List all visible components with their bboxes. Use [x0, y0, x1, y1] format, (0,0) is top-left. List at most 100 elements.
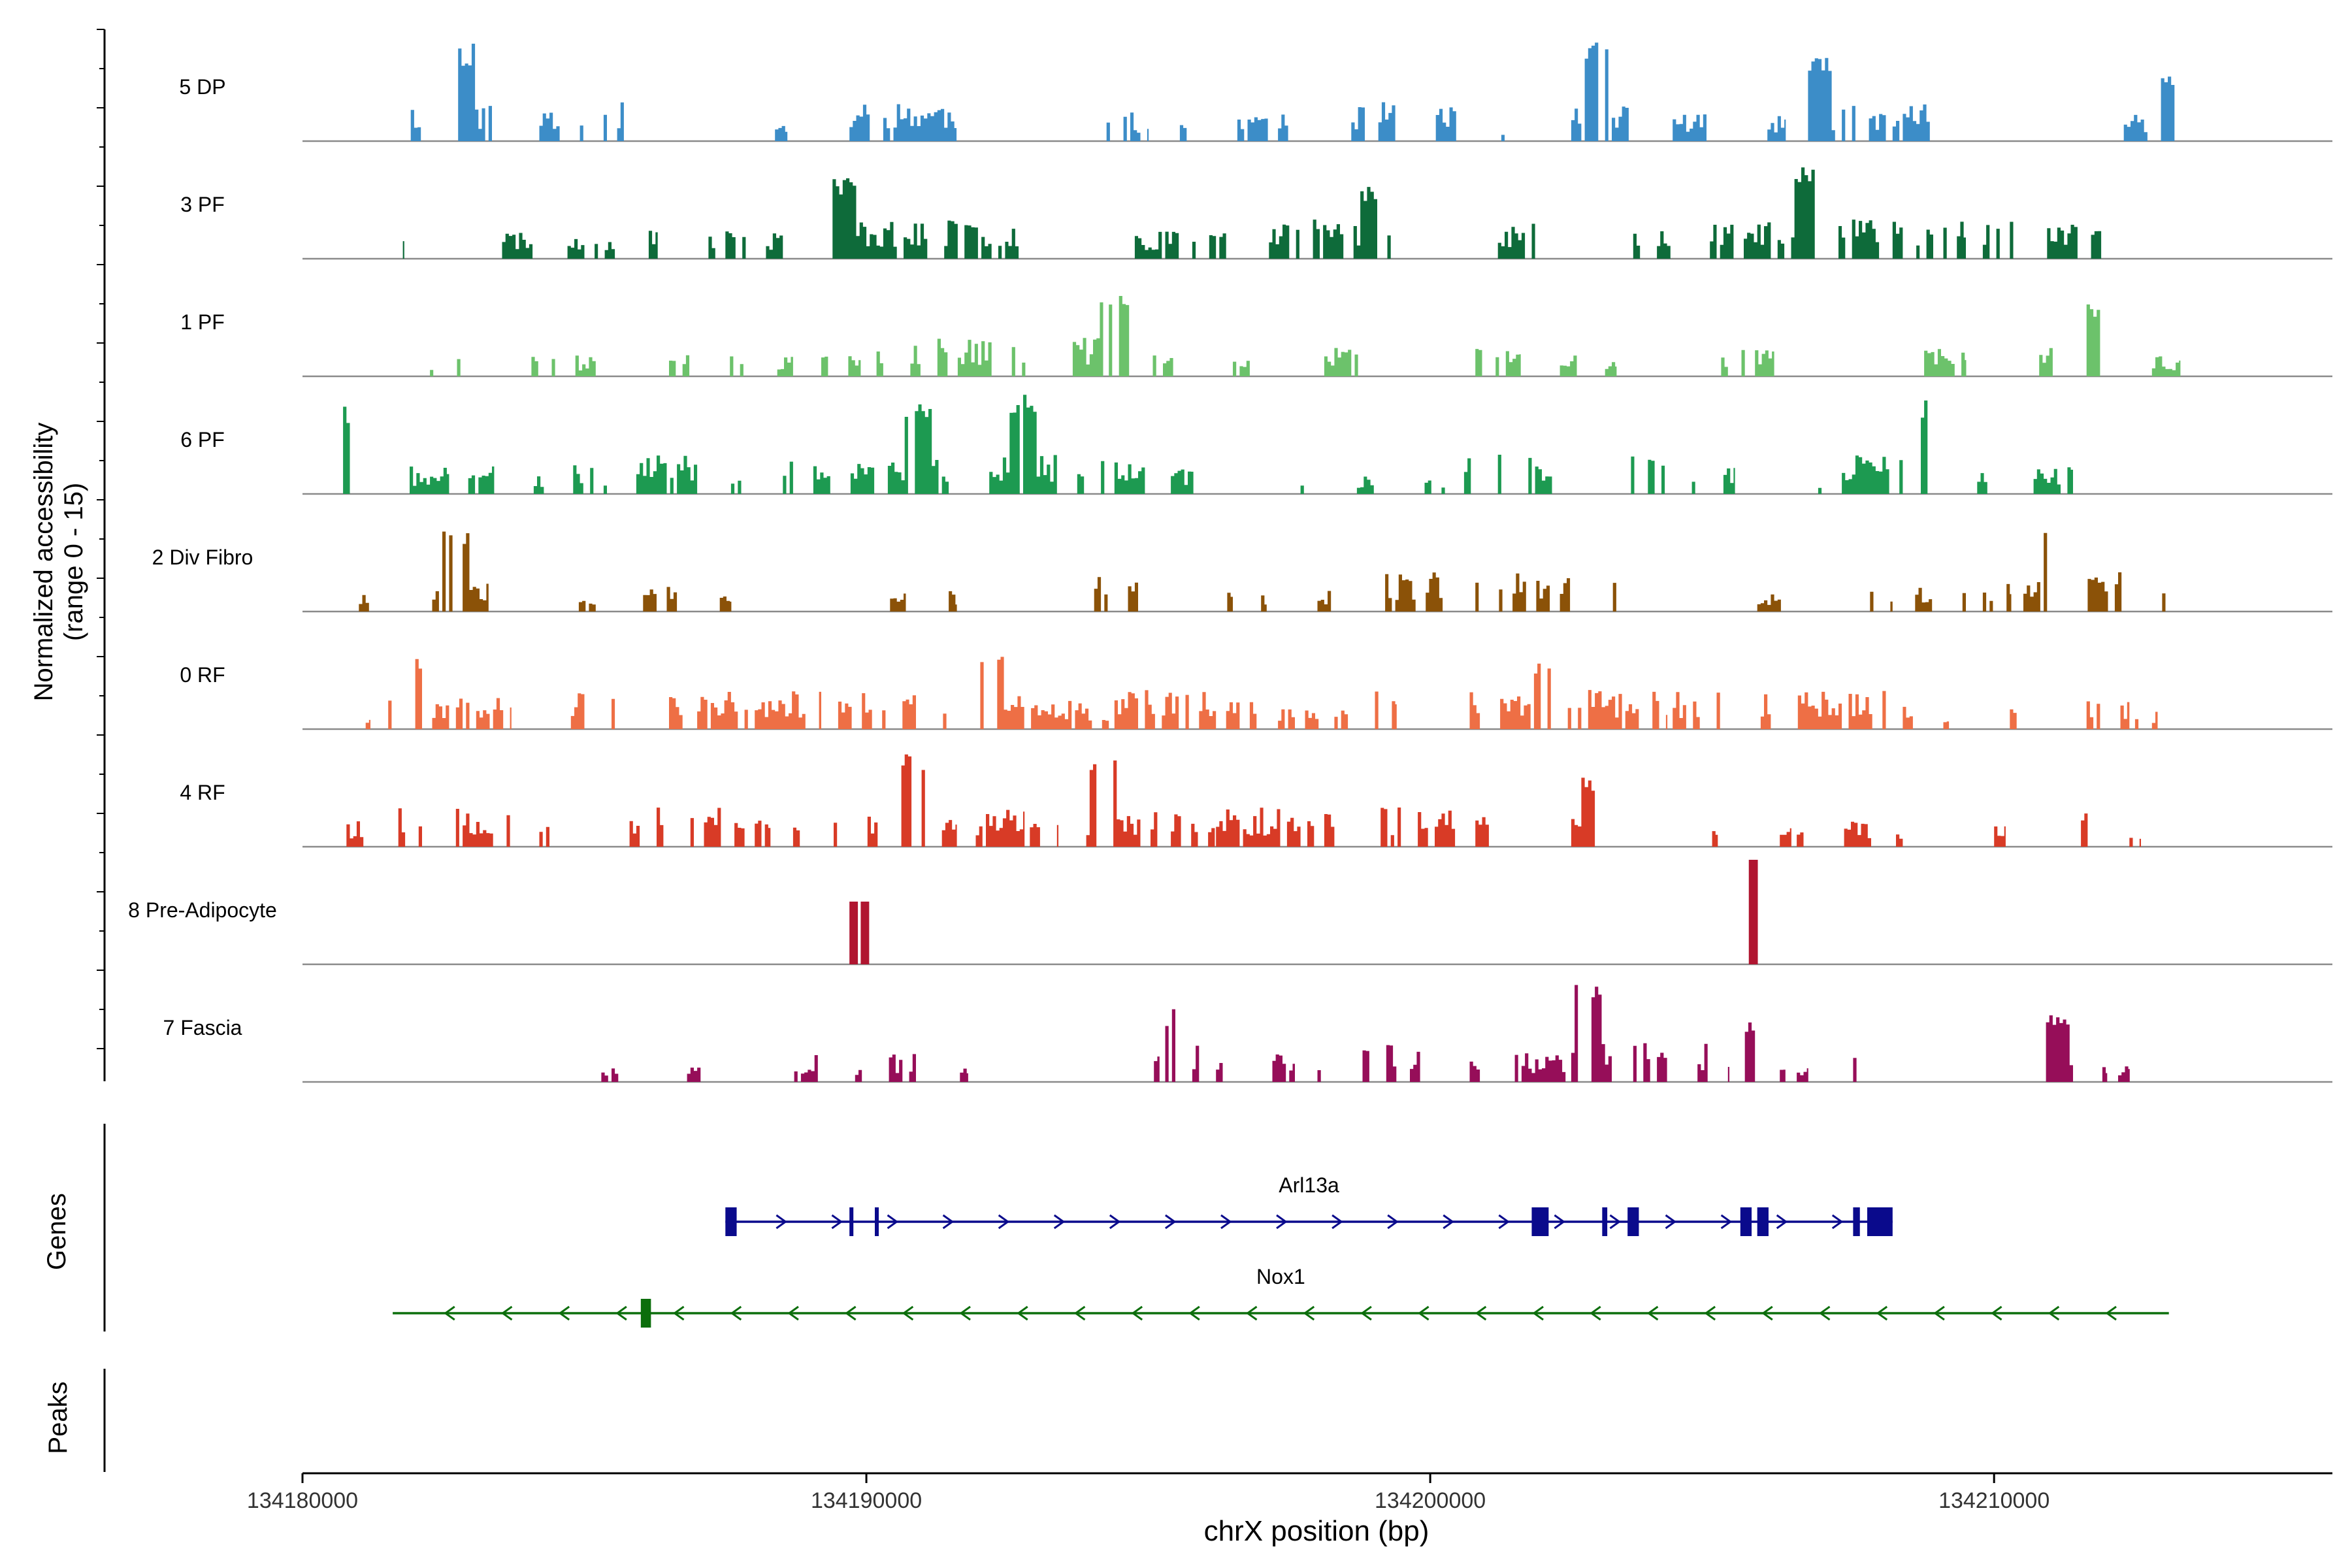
track-label: 5 DP: [179, 75, 225, 99]
gene-name-label: Nox1: [1256, 1265, 1305, 1288]
gene-strand-arrow: [1876, 1305, 1888, 1321]
gene-strand-arrow: [2048, 1305, 2060, 1321]
track-7: 4 RF: [180, 754, 2332, 848]
gene-strand-arrow: [1933, 1305, 1945, 1321]
track-label: 0 RF: [180, 663, 225, 687]
track-4: 6 PF: [180, 395, 2332, 495]
peaks-panel-label: Peaks: [44, 1381, 73, 1454]
gene-strand-arrow: [1188, 1305, 1200, 1321]
coverage-bars: [430, 296, 2181, 376]
gene-strand-arrow: [1017, 1305, 1028, 1321]
gene-exon: [1867, 1207, 1893, 1236]
coverage-bars: [359, 531, 2166, 612]
gene-exon: [725, 1207, 737, 1236]
coverage-bars: [346, 754, 2141, 847]
track-label: 4 RF: [180, 781, 225, 804]
gene-strand-arrow: [1331, 1214, 1343, 1230]
gene-strand-arrow: [615, 1305, 627, 1321]
x-axis-tick-label: 134200000: [1375, 1488, 1486, 1513]
gene-strand-arrow: [1443, 1214, 1454, 1230]
gene-strand-arrow: [1665, 1214, 1677, 1230]
gene-strand-arrow: [1418, 1305, 1429, 1321]
gene-strand-arrow: [500, 1305, 513, 1321]
coverage-spike: [860, 902, 870, 964]
y-axis-title: Normalized accessibility (range 0 - 15): [29, 423, 88, 702]
gene-name-label: Arl13a: [1279, 1173, 1339, 1197]
gene-nox1: Nox1: [393, 1265, 2169, 1328]
gene-exon: [1627, 1207, 1639, 1236]
gene-arl13a: Arl13a: [725, 1173, 1893, 1236]
y-axis-title-line-2: (range 0 - 15): [59, 483, 88, 641]
gene-strand-arrow: [902, 1305, 914, 1321]
gene-strand-arrow: [672, 1305, 685, 1321]
gene-strand-arrow: [1609, 1214, 1622, 1230]
gene-strand-arrow: [1532, 1305, 1544, 1321]
gene-strand-arrow: [1498, 1214, 1510, 1230]
gene-strand-arrow: [1245, 1305, 1258, 1321]
track-label: 8 Pre-Adipocyte: [128, 898, 277, 922]
gene-strand-arrow: [1704, 1305, 1716, 1321]
gene-strand-arrow: [831, 1214, 843, 1230]
track-label: 1 PF: [180, 310, 225, 334]
gene-strand-arrow: [887, 1214, 899, 1230]
gene-strand-arrow: [1165, 1214, 1177, 1230]
gene-strand-arrow: [1554, 1214, 1565, 1230]
track-6: 0 RF: [180, 657, 2332, 730]
gene-exon: [1602, 1207, 1608, 1236]
coverage-bars: [343, 395, 2073, 494]
gene-annotation-panel: Arl13a Nox1: [393, 1173, 2169, 1328]
gene-strand-arrow: [1761, 1305, 1773, 1321]
track-label: 2 Div Fibro: [152, 546, 253, 569]
track-5: 2 Div Fibro: [152, 531, 2332, 613]
track-9: 7 Fascia: [163, 985, 2332, 1083]
gene-strand-arrow: [2105, 1305, 2117, 1321]
gene-strand-arrow: [787, 1305, 799, 1321]
gene-strand-arrow: [1831, 1214, 1844, 1230]
gene-strand-arrow: [1220, 1214, 1232, 1230]
gene-strand-arrow: [1073, 1305, 1086, 1321]
gene-strand-arrow: [998, 1214, 1010, 1230]
track-1: 5 DP: [179, 42, 2332, 142]
y-axis-title-line-1: Normalized accessibility: [29, 423, 58, 702]
gene-strand-arrow: [1131, 1305, 1143, 1321]
x-axis-ticks: 134180000 134190000 134200000 134210000: [247, 1473, 2050, 1513]
gene-strand-arrow: [444, 1305, 455, 1321]
coverage-bars: [410, 42, 2175, 141]
track-8: 8 Pre-Adipocyte: [128, 860, 2332, 966]
gene-strand-arrow: [1303, 1305, 1315, 1321]
gene-strand-arrow: [1109, 1214, 1121, 1230]
x-axis-tick-label: 134210000: [1938, 1488, 2050, 1513]
gene-exon: [849, 1207, 854, 1236]
gene-strand-arrow: [1475, 1305, 1487, 1321]
track-label: 7 Fascia: [163, 1016, 242, 1039]
gene-exon: [875, 1207, 879, 1236]
coverage-bars: [365, 657, 2158, 729]
genes-panel-label: Genes: [42, 1193, 71, 1270]
gene-strand-arrow: [1646, 1305, 1659, 1321]
gene-strand-arrow: [1360, 1305, 1372, 1321]
gene-strand-arrow: [1818, 1305, 1831, 1321]
gene-strand-arrow: [1720, 1214, 1733, 1230]
gene-strand-arrow: [1053, 1214, 1066, 1230]
gene-exon: [1853, 1207, 1860, 1236]
gene-strand-arrow: [959, 1305, 971, 1321]
gene-strand-arrow: [845, 1305, 857, 1321]
gene-strand-arrow: [1776, 1214, 1788, 1230]
gene-strand-arrow: [776, 1214, 787, 1230]
coverage-bars: [601, 985, 2130, 1082]
track-2: 3 PF: [180, 167, 2332, 260]
x-axis-tick-label: 134180000: [247, 1488, 358, 1513]
coverage-tracks: 5 DP 3 PF 1 PF 6 PF 2 Div Fibro 0 RF 4 RF 8 Pre…: [128, 42, 2332, 1083]
track-label: 6 PF: [180, 428, 225, 451]
coverage-spike: [1748, 860, 1758, 964]
gene-strand-arrow: [1991, 1305, 2002, 1321]
gene-strand-arrow: [558, 1305, 570, 1321]
coverage-spike: [849, 902, 858, 964]
gene-strand-arrow: [942, 1214, 955, 1230]
gene-exon: [640, 1299, 651, 1328]
track-3: 1 PF: [180, 296, 2332, 378]
gene-strand-arrow: [1387, 1214, 1399, 1230]
x-axis-tick-label: 134190000: [811, 1488, 922, 1513]
gene-strand-arrow: [1590, 1305, 1601, 1321]
